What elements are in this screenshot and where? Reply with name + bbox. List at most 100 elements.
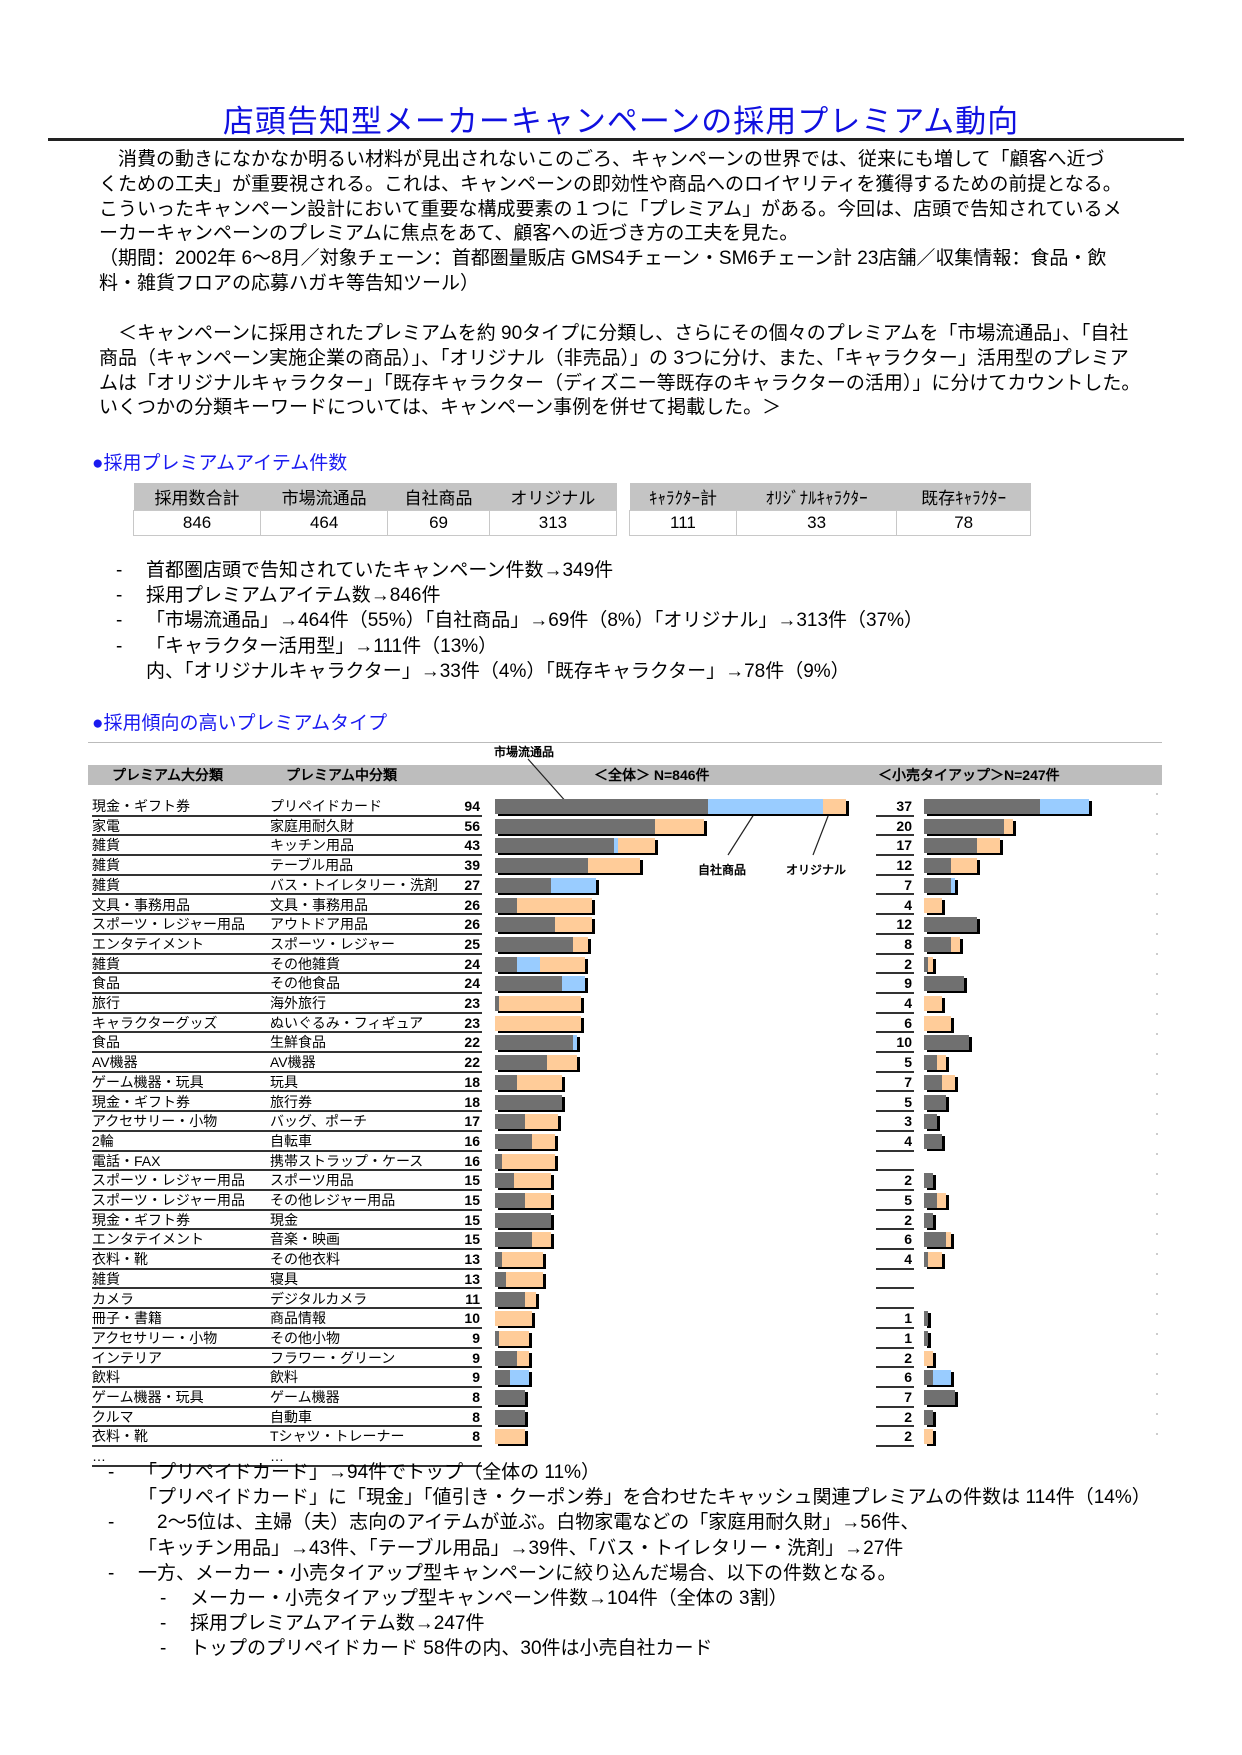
total-bar xyxy=(495,1173,551,1189)
bullet-line: 「プリペイドカード」に「現金」「値引き・クーポン券」を合わせたキャッシュ関連プレ… xyxy=(108,1485,1151,1510)
major-category: クルマ xyxy=(92,1408,134,1425)
segment-original xyxy=(539,956,585,972)
retail-count: 2 xyxy=(904,1408,912,1425)
row-underline xyxy=(92,1366,482,1369)
total-count: 94 xyxy=(464,798,480,814)
retail-bar xyxy=(924,917,978,933)
row-underline xyxy=(92,1070,482,1073)
retail-underline xyxy=(876,1070,914,1073)
segment-market xyxy=(924,976,965,992)
row-underline xyxy=(92,1228,482,1231)
segment-original xyxy=(554,917,592,933)
retail-underline xyxy=(876,834,914,837)
minor-category: フラワー・グリーン xyxy=(270,1349,396,1366)
segment-own-product xyxy=(1039,799,1089,814)
minor-category: 寝具 xyxy=(270,1270,298,1287)
major-category: 雑貨 xyxy=(92,857,120,874)
total-count: 25 xyxy=(464,935,480,952)
retail-underline xyxy=(876,1307,914,1310)
retail-count: 2 xyxy=(904,1172,912,1189)
segment-original xyxy=(937,1193,947,1208)
segment-market xyxy=(924,1409,933,1425)
retail-bar xyxy=(924,1193,947,1208)
retail-count: 20 xyxy=(896,817,912,834)
retail-bar xyxy=(924,1232,951,1248)
chart-row: 雑貨 寝具 13 xyxy=(88,1270,1162,1290)
segment-original xyxy=(532,1133,555,1149)
row-underline xyxy=(92,1090,482,1093)
total-count: 15 xyxy=(464,1192,480,1208)
segment-market xyxy=(495,1173,514,1189)
segment-original xyxy=(524,1114,559,1130)
minor-category: その他レジャー用品 xyxy=(270,1192,396,1208)
chart-row: 雑貨 テーブル用品 39 12 xyxy=(88,856,1162,876)
retail-bar xyxy=(924,936,960,952)
total-bar xyxy=(495,1015,581,1031)
retail-bar xyxy=(924,818,1013,834)
minor-category: 飲料 xyxy=(270,1369,298,1386)
major-category: アクセサリー・小物 xyxy=(92,1113,218,1130)
chart-row: スポーツ・レジャー用品 アウトドア用品 26 12 xyxy=(88,915,1162,935)
retail-bar xyxy=(924,1055,947,1071)
table-header: 採用数合計 xyxy=(133,483,261,511)
segment-original xyxy=(524,1291,537,1307)
segment-market xyxy=(495,1330,499,1346)
method-paragraph: ＜キャンペーンに採用されたプレミアムを約 90タイプに分類し、さらにその個々のプ… xyxy=(99,322,1189,421)
retail-bar xyxy=(924,1035,969,1051)
retail-underline xyxy=(876,1425,914,1428)
chart-row: 雑貨 バス・トイレタリー・洗剤 27 7 xyxy=(88,876,1162,896)
segment-market xyxy=(495,1153,503,1169)
minor-category: 携帯ストラップ・ケース xyxy=(270,1152,424,1169)
row-underline xyxy=(92,1129,482,1132)
segment-market xyxy=(924,1330,929,1346)
segment-market xyxy=(495,1409,525,1425)
major-category: エンタテイメント xyxy=(92,1231,204,1248)
row-underline xyxy=(92,1031,482,1034)
retail-bar xyxy=(924,956,933,972)
bullet-dash: - xyxy=(116,635,123,657)
major-category: 食品 xyxy=(92,975,120,992)
bullet-text: メーカー・小売タイアップ型キャンペーン件数→104件（全体の 3割） xyxy=(190,1588,788,1610)
total-count: 8 xyxy=(472,1389,480,1405)
total-bar xyxy=(495,1232,551,1248)
retail-underline xyxy=(876,991,914,994)
segment-market xyxy=(924,1035,969,1051)
total-bar xyxy=(495,1429,525,1445)
minor-category: ゲーム機器 xyxy=(270,1389,340,1405)
bullet-dash: - xyxy=(160,1588,167,1610)
chart-row: 冊子・書籍 商品情報 10 1 xyxy=(88,1309,1162,1329)
major-category: 現金・ギフト券 xyxy=(92,798,190,814)
intro-paragraph: 消費の動きになかなか明るい材料が見出されないこのごろ、キャンペーンの世界では、従… xyxy=(99,148,1189,297)
bullet-dash: - xyxy=(108,1512,115,1534)
retail-count: 1 xyxy=(904,1329,912,1346)
row-underline xyxy=(92,834,482,837)
chart-row: キャラクターグッズ ぬいぐるみ・フィギュア 23 6 xyxy=(88,1014,1162,1034)
segment-market xyxy=(924,1390,956,1405)
segment-original xyxy=(498,996,581,1011)
bullet-line: - 採用プレミアムアイテム数→247件 xyxy=(108,1611,1151,1636)
total-count: 22 xyxy=(464,1054,480,1071)
total-count: 43 xyxy=(464,837,480,854)
total-count: 56 xyxy=(464,817,480,834)
minor-category: その他衣料 xyxy=(270,1251,340,1268)
total-bar xyxy=(495,1055,578,1071)
retail-bar xyxy=(924,1330,929,1346)
bullet-line: - トップのプリペイドカード 58件の内、30件は小売自社カード xyxy=(108,1636,1151,1661)
total-bar xyxy=(495,1153,555,1169)
retail-bar xyxy=(924,877,956,893)
total-count: 23 xyxy=(464,1014,480,1031)
segment-market xyxy=(495,877,551,893)
segment-market xyxy=(924,956,929,972)
minor-category: テーブル用品 xyxy=(270,857,354,874)
findings-bullets: - 「プリペイドカード」→94件でトップ（全体の 11%） 「プリペイドカード」に「… xyxy=(108,1460,1151,1662)
row-underline xyxy=(92,1346,482,1349)
total-bar xyxy=(495,1074,563,1090)
chart-row: AV機器 AV機器 22 5 xyxy=(88,1053,1162,1073)
segment-market xyxy=(924,1114,938,1130)
segment-market xyxy=(495,1074,518,1090)
retail-count: 1 xyxy=(904,1310,912,1327)
retail-bar xyxy=(924,1252,942,1268)
ellipsis: … xyxy=(270,1448,284,1465)
total-bar xyxy=(495,1133,555,1149)
segment-market xyxy=(924,917,978,933)
